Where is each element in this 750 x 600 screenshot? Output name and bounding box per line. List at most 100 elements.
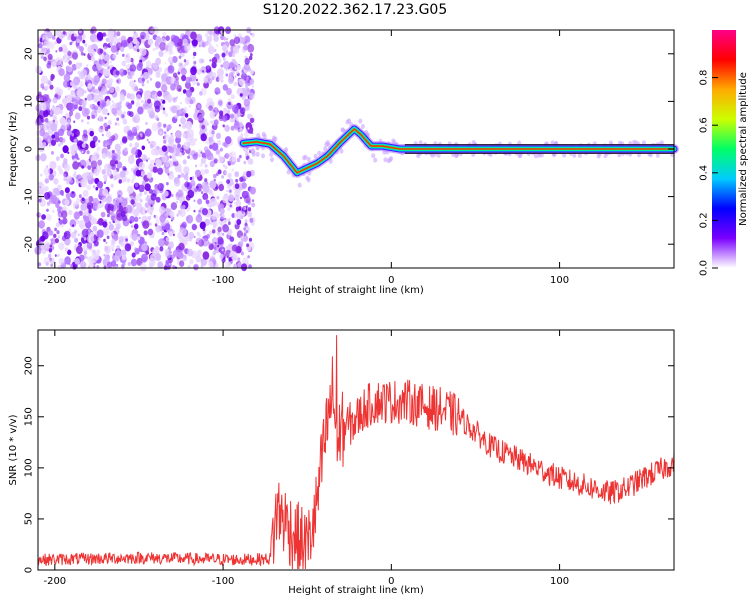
spectrogram-noise-cell bbox=[211, 229, 216, 234]
spectrogram-noise-cell bbox=[58, 258, 65, 265]
spectrogram-noise-cell bbox=[58, 218, 61, 221]
spectrogram-noise-cell bbox=[227, 172, 232, 179]
spectrogram-noise-cell bbox=[76, 89, 83, 98]
spectrogram-noise-cell bbox=[198, 114, 204, 121]
spectrogram-noise-cell bbox=[118, 235, 124, 243]
spectrogram-noise-cell bbox=[243, 225, 250, 234]
spectrogram-noise-cell bbox=[110, 239, 116, 246]
spectrogram-noise-cell bbox=[209, 160, 215, 168]
spectrogram-noise-cell bbox=[40, 102, 47, 111]
spectrogram-noise-cell bbox=[78, 254, 85, 262]
spectrogram-noise-cell bbox=[115, 70, 120, 76]
spectrogram-noise-cell bbox=[240, 196, 242, 200]
spectrogram-noise-cell bbox=[157, 167, 164, 175]
spectrogram-noise-cell bbox=[145, 60, 152, 68]
spectrogram-noise-cell bbox=[220, 64, 224, 68]
spectrogram-noise-cell bbox=[249, 55, 253, 61]
spectrogram-noise-cell bbox=[214, 37, 218, 42]
spectrogram-noise-cell bbox=[215, 132, 222, 140]
spectrogram-noise-cell bbox=[228, 221, 231, 225]
spectrogram-noise-cell bbox=[123, 111, 126, 115]
spectrogram-noise-cell bbox=[77, 233, 80, 237]
spectrogram-noise-cell bbox=[43, 56, 47, 62]
spectrogram-noise-cell bbox=[233, 61, 239, 69]
spectrogram-noise-cell bbox=[181, 74, 187, 82]
spectrogram-noise-cell bbox=[241, 37, 246, 43]
spectrogram-noise-cell bbox=[38, 198, 42, 203]
spectrogram-noise-cell bbox=[44, 241, 51, 249]
spectrogram-noise-cell bbox=[221, 52, 226, 58]
spectrogram-noise-cell bbox=[55, 222, 60, 228]
spectrogram-noise-cell bbox=[197, 213, 201, 218]
spectrogram-noise-cell bbox=[214, 241, 217, 245]
spectrogram-noise-cell bbox=[37, 262, 42, 267]
spectrogram-noise-cell bbox=[125, 204, 133, 214]
spectrogram-noise-cell bbox=[221, 175, 225, 179]
spectrogram-noise-cell bbox=[127, 74, 131, 80]
spectrogram-noise-cell bbox=[159, 131, 163, 135]
spectrogram-noise-cell bbox=[144, 131, 149, 137]
spectrogram-noise-cell bbox=[78, 194, 82, 199]
spectrogram-noise-cell bbox=[97, 159, 103, 166]
spectrogram-noise-cell bbox=[155, 81, 161, 89]
spectrogram-noise-cell bbox=[89, 49, 96, 57]
spectrogram-noise-cell bbox=[212, 211, 220, 220]
spectrogram-noise-cell bbox=[39, 188, 45, 195]
spectrogram-noise-cell bbox=[108, 36, 115, 44]
spectrogram-noise-cell bbox=[146, 138, 149, 142]
spectrogram-noise-cell bbox=[224, 153, 230, 159]
spectrogram-noise-cell bbox=[251, 151, 256, 157]
spectrogram-noise-cell bbox=[131, 252, 136, 258]
spectrogram-noise-cell bbox=[195, 164, 198, 168]
spectrogram-noise-cell bbox=[72, 161, 79, 170]
spectrogram-noise-cell bbox=[66, 64, 73, 73]
spectrogram-noise-cell bbox=[97, 200, 104, 209]
spectrogram-noise-cell bbox=[182, 89, 187, 94]
spectrogram-noise-cell bbox=[73, 95, 81, 105]
spectrogram-noise-cell bbox=[141, 170, 146, 176]
spectrogram-noise-cell bbox=[239, 154, 242, 159]
spectrogram-noise-cell bbox=[200, 58, 205, 64]
spectrogram-noise-cell bbox=[208, 241, 211, 246]
spectrogram-noise-cell bbox=[184, 96, 191, 104]
spectrogram-noise-cell bbox=[141, 99, 144, 104]
spectrogram-noise-cell bbox=[165, 259, 170, 265]
spectrogram-noise-cell bbox=[227, 207, 231, 212]
spectrogram-noise-cell bbox=[103, 265, 107, 270]
spectrogram-noise-cell bbox=[135, 94, 142, 101]
spectrogram-noise-cell bbox=[197, 198, 203, 205]
spectrogram-noise-cell bbox=[97, 218, 104, 226]
spectrogram-noise-cell bbox=[373, 157, 378, 163]
spectrogram-noise-cell bbox=[164, 133, 170, 141]
spectrogram-noise-cell bbox=[436, 152, 441, 158]
spectrogram-noise-cell bbox=[165, 220, 169, 224]
spectrogram-noise-cell bbox=[38, 42, 43, 49]
spectrogram-noise-cell bbox=[249, 150, 252, 154]
spectrogram-noise-cell bbox=[97, 139, 101, 143]
spectrogram-noise-cell bbox=[183, 59, 187, 63]
spectrogram-noise-cell bbox=[223, 142, 228, 147]
spectrogram-noise-cell bbox=[92, 86, 96, 90]
spectrogram-noise-cell bbox=[244, 195, 251, 204]
spectrogram-noise-cell bbox=[192, 56, 195, 59]
spectrogram-noise-cell bbox=[73, 120, 76, 124]
spectrogram-noise-cell bbox=[317, 150, 322, 156]
spectrogram-noise-cell bbox=[177, 71, 181, 75]
spectrogram-y-ticks: -20 -10 0 10 20 bbox=[24, 47, 674, 252]
spectrogram-noise-cell bbox=[49, 84, 54, 90]
spectrogram-noise-cell bbox=[76, 39, 80, 43]
spectrogram-noise-cell bbox=[119, 68, 126, 76]
spectrogram-noise-cell bbox=[154, 215, 159, 220]
spectrogram-noise-cell bbox=[53, 131, 60, 139]
spectrogram-noise-cell bbox=[167, 265, 171, 270]
spectrogram-noise-cell bbox=[200, 191, 204, 194]
spectrogram-noise-cell bbox=[46, 201, 51, 206]
spectrogram-noise-cell bbox=[208, 42, 212, 47]
spectrogram-noise-cell bbox=[185, 76, 191, 84]
spectrogram-noise-cell bbox=[165, 251, 172, 259]
spectrogram-noise-cell bbox=[114, 249, 122, 259]
spectrogram-noise-cell bbox=[212, 220, 218, 228]
spectrogram-noise-cell bbox=[72, 78, 78, 86]
spectrogram-noise-cell bbox=[306, 156, 311, 162]
spectrogram-noise-cell bbox=[210, 156, 215, 162]
